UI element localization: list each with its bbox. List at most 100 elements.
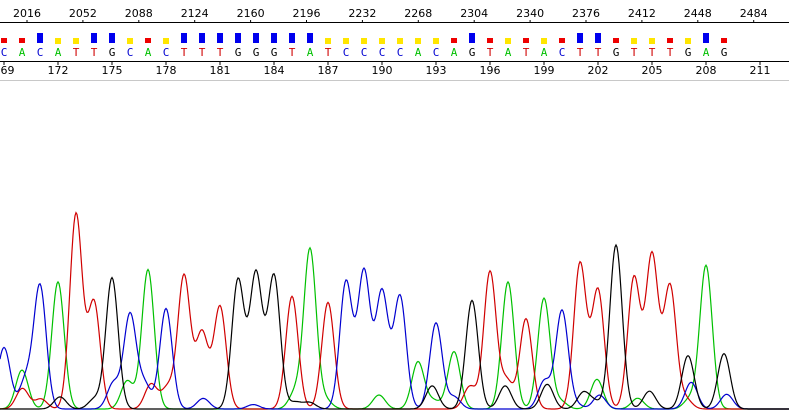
base-call-letter: A — [703, 46, 710, 59]
quality-bar — [487, 38, 493, 43]
base-call-letter: A — [451, 46, 458, 59]
base-position-label: 205 — [642, 64, 663, 77]
quality-bar — [307, 33, 313, 43]
quality-bar — [361, 38, 367, 44]
base-call-letter: C — [433, 46, 440, 59]
base-call-letter: T — [181, 46, 188, 59]
quality-bar — [397, 38, 403, 44]
quality-bar — [217, 33, 223, 43]
base-call-letter: T — [595, 46, 602, 59]
base-call-letter: T — [487, 46, 494, 59]
base-position-label: 175 — [102, 64, 123, 77]
scan-tick-label: 2304 — [460, 7, 488, 20]
scan-tick-label: 2232 — [348, 7, 376, 20]
quality-bar — [289, 33, 295, 43]
quality-bar — [199, 33, 205, 43]
quality-bar — [415, 38, 421, 44]
quality-bar — [91, 33, 97, 43]
base-call-letter: C — [343, 46, 350, 59]
quality-bar — [433, 38, 439, 44]
quality-bar — [145, 38, 151, 43]
base-position-label: 208 — [696, 64, 717, 77]
base-call-letter: A — [415, 46, 422, 59]
scan-tick-label: 2448 — [684, 7, 712, 20]
scan-tick-label: 2052 — [69, 7, 97, 20]
scan-axis: 2016 2052 2088 2124 2160 2196 2232 2268 2304 2340… — [13, 7, 768, 23]
base-call-letter: C — [1, 46, 8, 59]
base-position-label: 211 — [750, 64, 771, 77]
base-call-letter: G — [721, 46, 728, 59]
base-call-letter: T — [199, 46, 206, 59]
base-call-letter: A — [55, 46, 62, 59]
base-call-letter: C — [379, 46, 386, 59]
base-call-letter: A — [505, 46, 512, 59]
base-call-letter: A — [307, 46, 314, 59]
base-call-letter: T — [91, 46, 98, 59]
quality-bar — [37, 33, 43, 43]
base-call-letter: G — [613, 46, 620, 59]
trace-series-G — [0, 243, 789, 410]
base-position-label: 184 — [264, 64, 285, 77]
base-call-letter: G — [685, 46, 692, 59]
base-call-letter: C — [127, 46, 134, 59]
base-call-letter: G — [469, 46, 476, 59]
base-call-letter: T — [73, 46, 80, 59]
quality-bar — [343, 38, 349, 44]
quality-bar — [667, 38, 673, 43]
trace-area — [0, 211, 789, 410]
base-position-label: 172 — [48, 64, 69, 77]
scan-tick-label: 2016 — [13, 7, 41, 20]
base-call-letter: G — [253, 46, 260, 59]
quality-bar — [595, 33, 601, 43]
scan-tick-label: 2376 — [572, 7, 600, 20]
base-position-label: 202 — [588, 64, 609, 77]
scan-tick-label: 2160 — [237, 7, 265, 20]
quality-bar — [631, 38, 637, 44]
quality-bar — [163, 38, 169, 44]
scan-tick-label: 2268 — [404, 7, 432, 20]
quality-bar — [685, 38, 691, 44]
quality-bar — [1, 38, 7, 43]
quality-bar — [55, 38, 61, 44]
base-call-letter: C — [37, 46, 44, 59]
quality-bar — [649, 38, 655, 44]
scan-tick-label: 2088 — [125, 7, 153, 20]
base-position-label: 181 — [210, 64, 231, 77]
base-position-label: 196 — [480, 64, 501, 77]
trace-series-C — [0, 266, 789, 410]
quality-bar — [703, 33, 709, 43]
base-call-letter: T — [631, 46, 638, 59]
quality-bar — [271, 33, 277, 43]
base-call-letter: C — [361, 46, 368, 59]
base-call-letter: C — [559, 46, 566, 59]
quality-bar — [73, 38, 79, 44]
base-call-letter: C — [397, 46, 404, 59]
quality-bar — [379, 38, 385, 44]
quality-bar — [109, 33, 115, 43]
quality-bar — [577, 33, 583, 43]
scan-tick-label: 2196 — [293, 7, 321, 20]
base-call-letter: T — [289, 46, 296, 59]
base-call-letter: C — [163, 46, 170, 59]
quality-bars — [1, 33, 727, 44]
base-call-letter: A — [145, 46, 152, 59]
quality-bar — [613, 38, 619, 43]
base-call-letter: A — [541, 46, 548, 59]
base-position-label: 199 — [534, 64, 555, 77]
quality-bar — [253, 33, 259, 43]
scan-tick-label: 2484 — [740, 7, 768, 20]
base-call-letter: T — [325, 46, 332, 59]
base-call-letter: G — [109, 46, 116, 59]
scan-tick-label: 2340 — [516, 7, 544, 20]
base-call-letter: T — [217, 46, 224, 59]
base-position-label: 193 — [426, 64, 447, 77]
quality-bar — [451, 38, 457, 43]
quality-bar — [325, 38, 331, 44]
base-position-label: 190 — [372, 64, 393, 77]
base-position-axis: 169 172 175 178 181 184 187 190 193 196 199 202 205 2… — [0, 62, 771, 77]
base-call-letter: T — [649, 46, 656, 59]
